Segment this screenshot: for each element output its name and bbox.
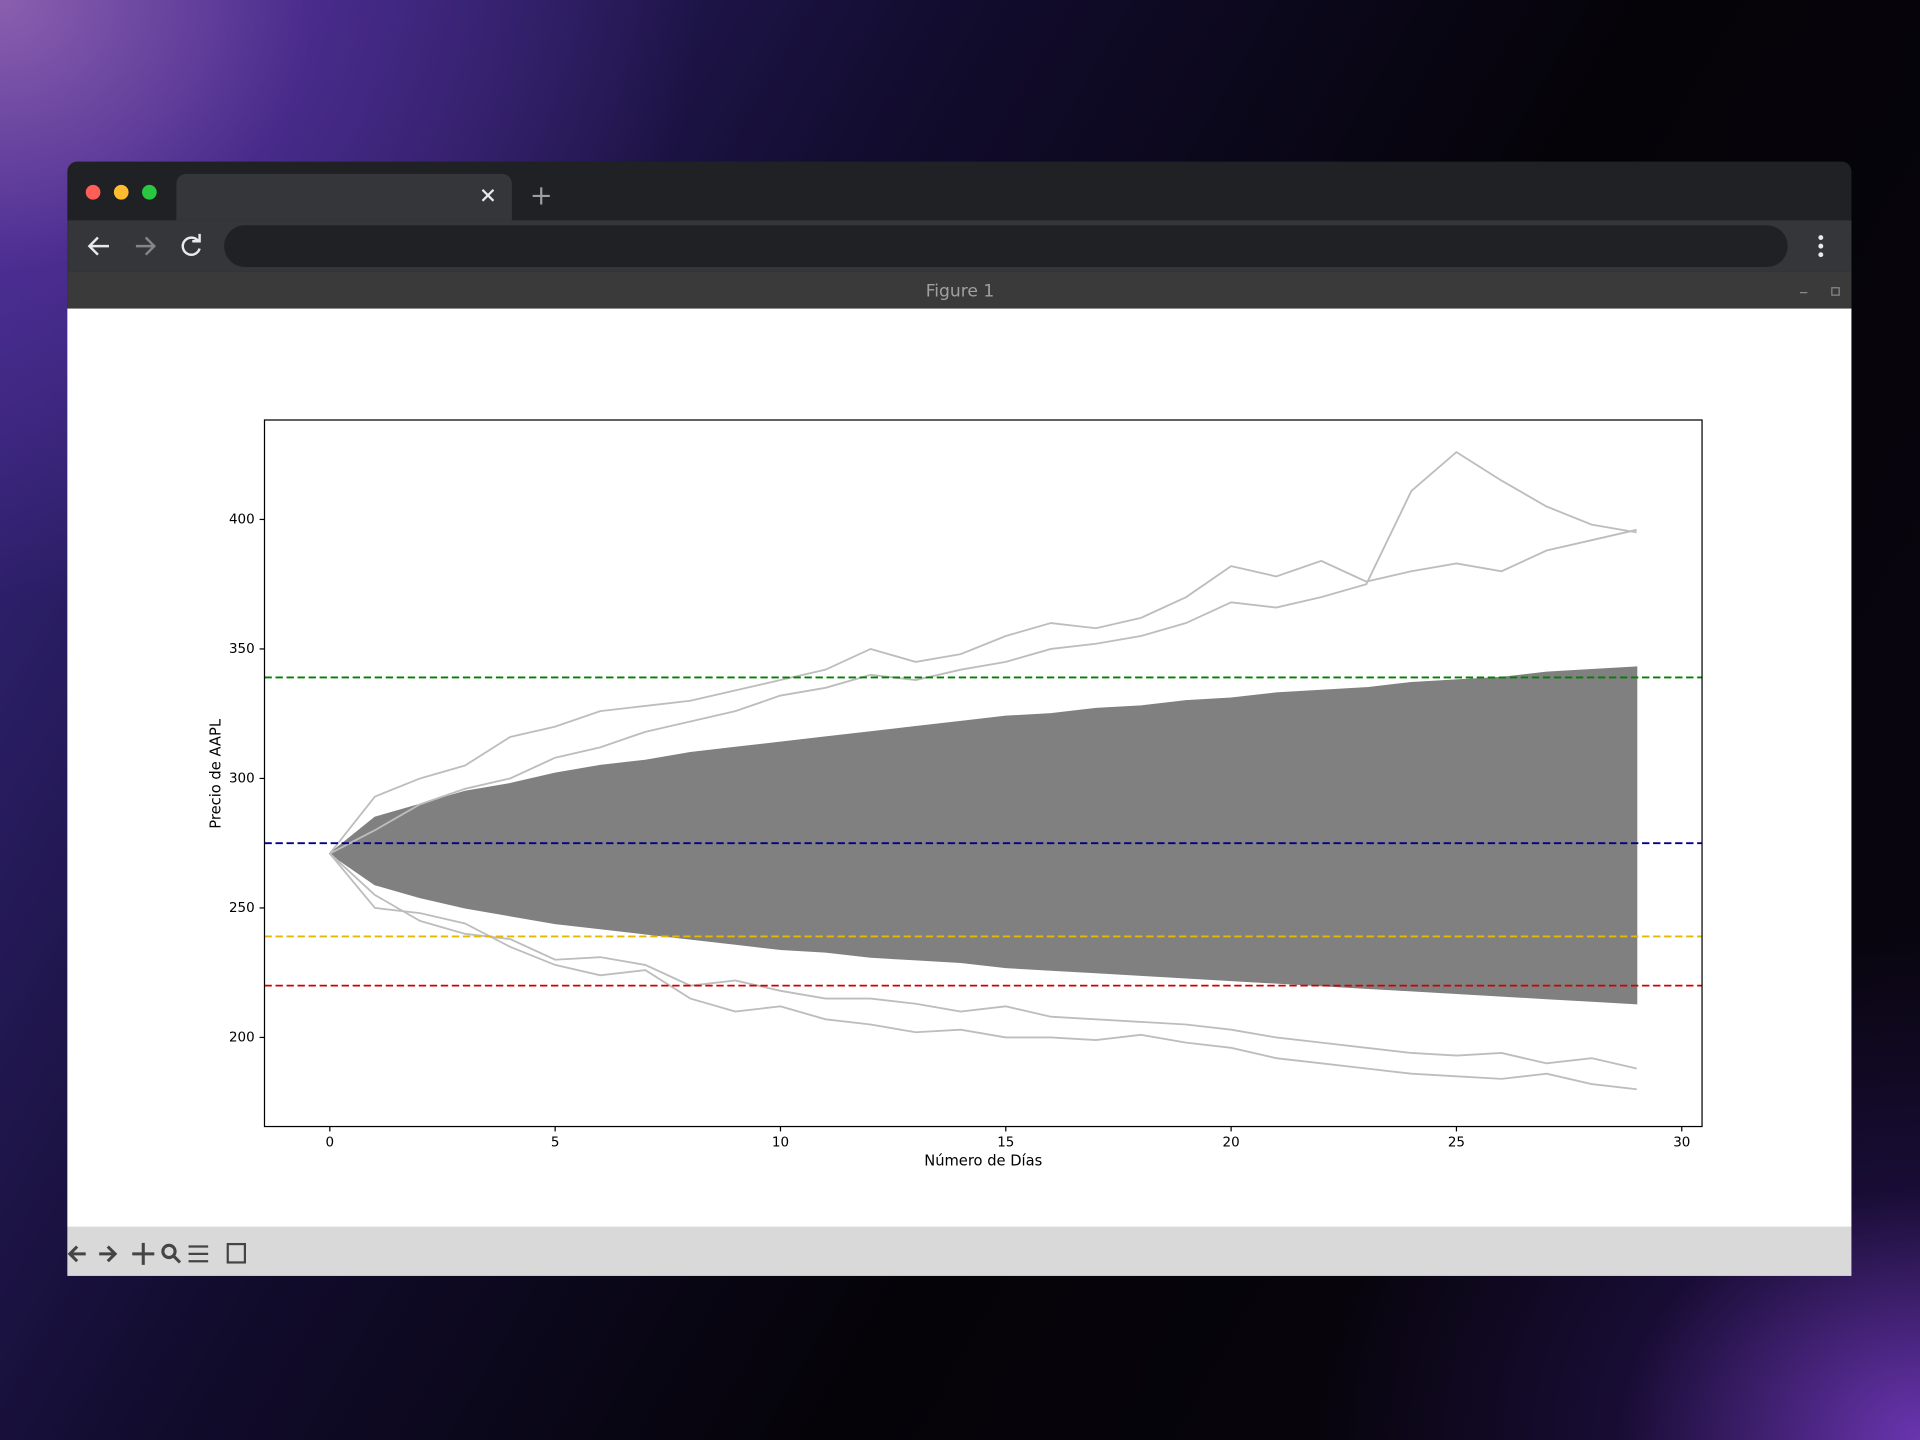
- simulation-path: [329, 852, 1637, 1070]
- address-bar[interactable]: [224, 225, 1788, 267]
- menu-button[interactable]: [1818, 235, 1824, 258]
- x-tick-label: 30: [1673, 1135, 1690, 1150]
- forward-button[interactable]: [135, 236, 157, 256]
- pan-tool[interactable]: [132, 1242, 155, 1265]
- tab[interactable]: [176, 173, 512, 221]
- y-tick-label: 200: [229, 1030, 255, 1045]
- simulation-path: [329, 528, 1637, 855]
- reload-button[interactable]: [181, 233, 201, 256]
- simulation-path: [329, 450, 1637, 855]
- close-button[interactable]: [85, 184, 101, 200]
- y-tick-label: 300: [229, 771, 255, 786]
- x-tick-label: 10: [772, 1135, 789, 1150]
- minimize-button[interactable]: [113, 184, 129, 200]
- x-tick-label: 20: [1223, 1135, 1240, 1150]
- axes-frame: [263, 419, 1703, 1128]
- zoom-tool[interactable]: [161, 1243, 182, 1264]
- x-tick-label: 5: [551, 1135, 560, 1150]
- x-tick-label: 0: [326, 1135, 335, 1150]
- x-tick-label: 25: [1448, 1135, 1465, 1150]
- configure-tool[interactable]: [188, 1245, 209, 1263]
- home-forward[interactable]: [99, 1245, 118, 1263]
- save-tool[interactable]: [226, 1242, 246, 1264]
- window-title: Figure 1: [926, 281, 995, 301]
- x-tick-label: 15: [997, 1135, 1014, 1150]
- browser-window: Figure 1: [67, 161, 1852, 1276]
- x-axis-label: Número de Días: [924, 1153, 1042, 1170]
- y-tick-label: 400: [229, 512, 255, 527]
- maximize-button[interactable]: [142, 184, 157, 200]
- figure-titlebar: [67, 271, 1852, 309]
- new-tab[interactable]: [532, 187, 550, 205]
- y-tick-label: 350: [229, 642, 255, 657]
- y-axis-label: Precio de AAPL: [207, 718, 224, 829]
- mpl-toolbar: [67, 1226, 1852, 1276]
- simulation-path: [329, 852, 1637, 1091]
- home-back[interactable]: [67, 1245, 86, 1263]
- tab-close[interactable]: [481, 189, 495, 202]
- simulation-band: [328, 666, 1638, 1005]
- y-tick-label: 250: [229, 901, 255, 916]
- plot: 0 5 10 15 20 25 30 200 250 300 350 400: [229, 450, 1703, 1150]
- back-button[interactable]: [87, 236, 109, 256]
- window-controls[interactable]: [1800, 287, 1840, 296]
